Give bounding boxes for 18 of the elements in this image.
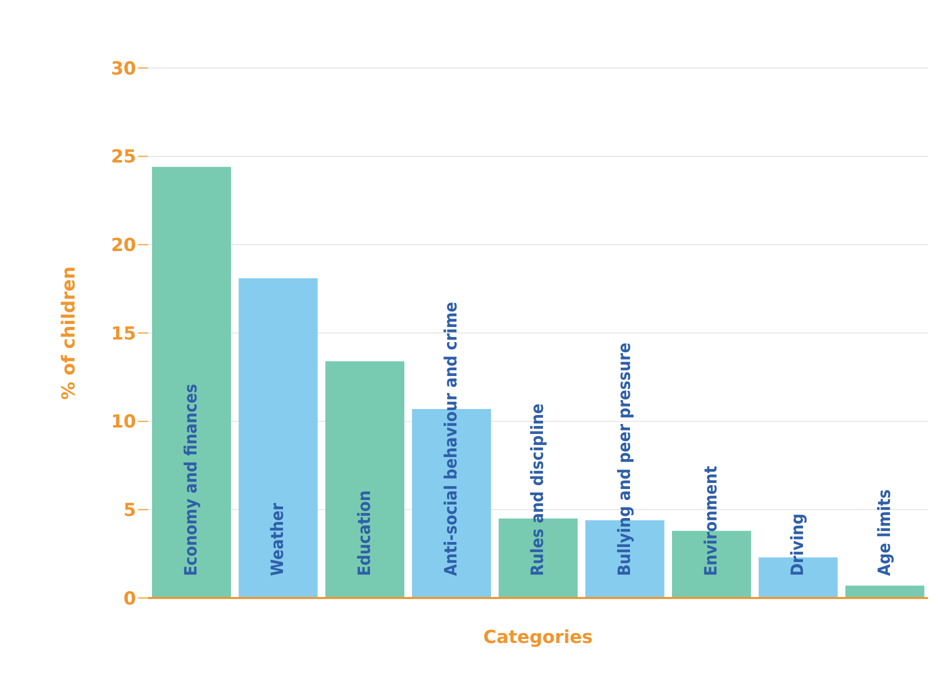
- y-tick-label: 30: [110, 58, 136, 80]
- y-tick-label: 10: [110, 412, 136, 433]
- y-tick-label: 15: [110, 323, 136, 344]
- x-axis-title: Categories: [483, 627, 593, 648]
- x-tick-label: Environment: [702, 466, 722, 576]
- y-tick-label: 0: [123, 588, 136, 610]
- x-tick-label: Rules and discipline: [528, 404, 548, 576]
- x-tick-label: Driving: [788, 513, 808, 576]
- x-tick-label: Education: [354, 490, 375, 576]
- y-tick-label: 5: [123, 500, 136, 522]
- x-tick-label: Economy and finances: [182, 384, 202, 576]
- x-tick-label: Bullying and peer pressure: [614, 342, 635, 576]
- y-axis-title: % of children: [58, 266, 80, 400]
- x-tick-label: Anti-social behaviour and crime: [442, 302, 462, 576]
- x-tick-label: Age limits: [874, 489, 895, 576]
- x-tick-label: Weather: [268, 502, 288, 576]
- y-tick-label: 25: [110, 146, 136, 168]
- y-tick-label: 20: [110, 235, 136, 256]
